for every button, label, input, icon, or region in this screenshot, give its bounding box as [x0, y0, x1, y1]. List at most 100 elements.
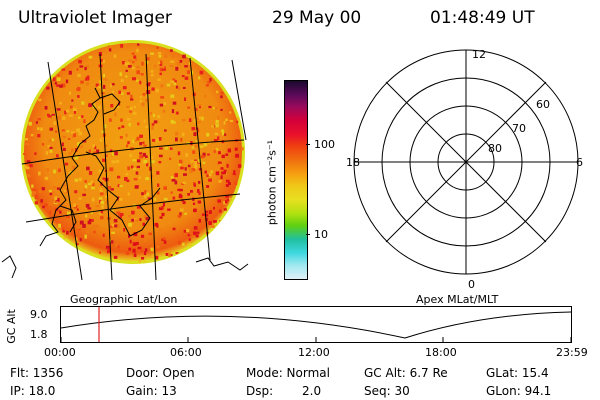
emission-pixel: [110, 104, 114, 108]
emission-pixel: [74, 190, 78, 194]
emission-pixel: [62, 116, 66, 120]
emission-pixel: [220, 95, 223, 99]
emission-pixel: [181, 182, 184, 186]
emission-pixel: [142, 152, 146, 157]
emission-pixel: [182, 86, 186, 89]
emission-pixel: [193, 226, 198, 230]
emission-pixel: [143, 160, 148, 164]
emission-pixel: [152, 138, 156, 142]
emission-pixel: [77, 95, 80, 98]
emission-pixel: [128, 123, 131, 127]
emission-pixel: [145, 99, 149, 103]
emission-pixel: [143, 215, 148, 219]
emission-pixel: [62, 135, 67, 139]
emission-pixel: [232, 173, 236, 176]
emission-pixel: [117, 196, 120, 201]
time-label: 01:48:49 UT: [430, 8, 535, 28]
emission-pixel: [78, 197, 82, 200]
emission-pixel: [194, 107, 198, 112]
emission-pixel: [198, 76, 201, 80]
emission-pixel: [156, 224, 159, 228]
emission-pixel: [99, 188, 102, 193]
emission-pixel: [78, 59, 82, 64]
emission-pixel: [170, 49, 173, 52]
emission-pixel: [179, 193, 182, 198]
mlt-label-12: 12: [472, 48, 486, 61]
emission-pixel: [191, 168, 196, 172]
emission-pixel: [122, 61, 125, 65]
emission-pixel: [49, 210, 52, 215]
emission-pixel: [221, 154, 225, 159]
emission-pixel: [135, 171, 139, 175]
emission-pixel: [128, 223, 132, 227]
emission-pixel: [51, 113, 55, 116]
emission-pixel: [155, 88, 159, 93]
emission-pixel: [212, 220, 217, 223]
emission-pixel: [92, 144, 96, 148]
emission-pixel: [139, 155, 144, 159]
emission-pixel: [128, 214, 131, 218]
emission-pixel: [144, 248, 148, 252]
emission-pixel: [205, 217, 208, 222]
emission-pixel: [152, 113, 156, 117]
emission-pixel: [62, 228, 64, 232]
emission-pixel: [84, 67, 87, 71]
emission-pixel: [84, 65, 88, 69]
emission-pixel: [192, 202, 196, 205]
emission-pixel: [97, 85, 102, 89]
timeline-ytick-bottom: 1.8: [30, 328, 48, 341]
emission-pixel: [42, 205, 45, 209]
emission-pixel: [146, 57, 150, 61]
emission-pixel: [140, 249, 143, 252]
uvi-geographic-image: [1, 40, 249, 281]
emission-pixel: [166, 83, 171, 87]
emission-pixel: [216, 90, 219, 94]
emission-pixel: [44, 176, 49, 180]
emission-pixel: [59, 84, 63, 88]
emission-pixel: [236, 120, 239, 124]
emission-pixel: [143, 251, 147, 255]
emission-pixel: [129, 106, 133, 111]
emission-pixel: [140, 73, 144, 76]
emission-pixel: [81, 101, 85, 105]
emission-pixel: [72, 107, 77, 112]
emission-pixel: [111, 209, 114, 212]
mlat-mlt-polar-plot: 12 18 6 0 60 70 80: [346, 48, 583, 291]
emission-pixel: [176, 62, 181, 66]
emission-pixel: [132, 61, 135, 64]
coastline-outline: [1, 87, 249, 279]
emission-pixel: [23, 165, 28, 170]
emission-pixel: [199, 70, 204, 75]
emission-pixel: [120, 79, 124, 83]
emission-pixel: [99, 212, 102, 215]
emission-pixel: [102, 233, 105, 237]
emission-pixel: [85, 214, 88, 218]
emission-pixel: [174, 180, 178, 185]
emission-pixel: [125, 173, 129, 176]
emission-pixel: [144, 190, 147, 195]
mlat-label-60: 60: [536, 98, 550, 111]
emission-pixel: [220, 175, 223, 179]
emission-pixel: [91, 225, 96, 228]
emission-pixel: [114, 151, 118, 156]
emission-pixel: [58, 223, 61, 228]
emission-pixel: [204, 95, 207, 98]
emission-pixel: [86, 166, 90, 171]
emission-pixel: [70, 148, 74, 153]
emission-pixel: [157, 78, 161, 81]
emission-pixel: [53, 121, 56, 125]
emission-pixel: [41, 187, 45, 191]
emission-pixel: [151, 87, 155, 91]
emission-pixel: [191, 127, 196, 131]
emission-pixel: [180, 166, 184, 170]
emission-pixel: [117, 184, 120, 188]
emission-pixel: [102, 59, 105, 63]
emission-pixel: [88, 103, 93, 108]
emission-pixel: [47, 145, 51, 148]
emission-pixel: [76, 88, 81, 92]
emission-pixel: [194, 160, 198, 165]
emission-pixel: [43, 182, 48, 185]
emission-pixel: [107, 249, 111, 253]
emission-pixel: [114, 224, 118, 228]
emission-pixel: [136, 136, 140, 141]
